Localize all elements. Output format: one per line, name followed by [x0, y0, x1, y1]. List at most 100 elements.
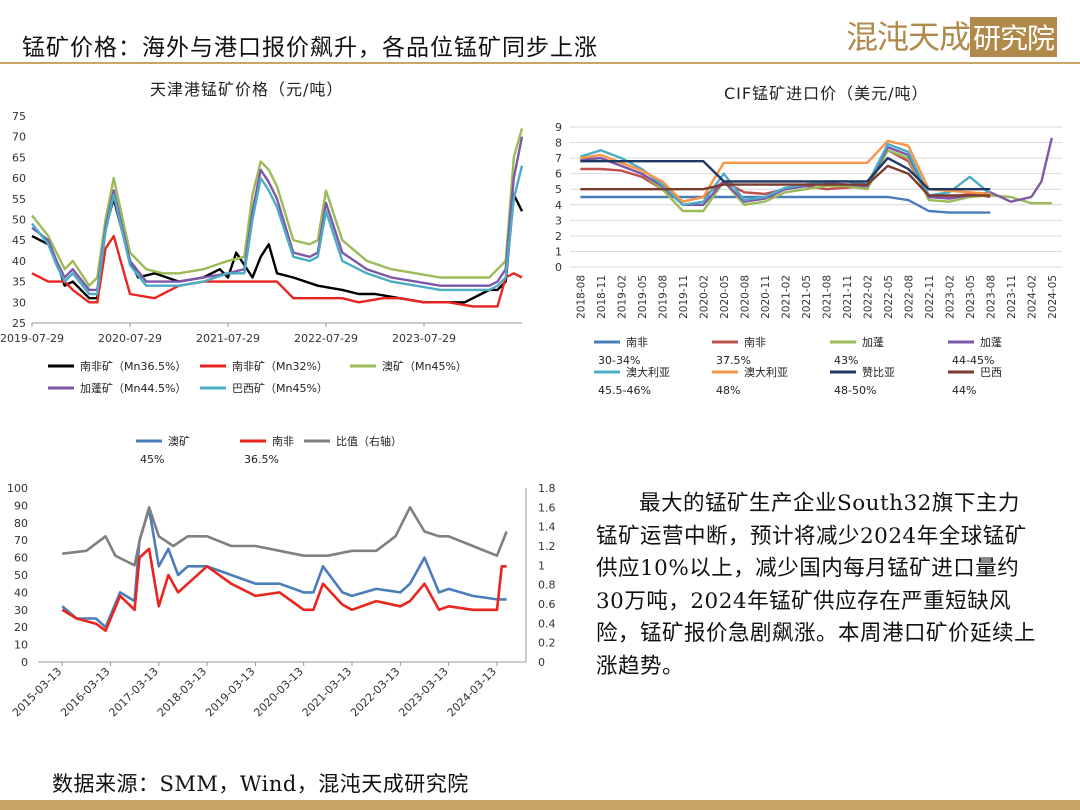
- chart1-series-line-4: [31, 165, 524, 296]
- chart3-y2-tick: 1.6: [538, 501, 556, 514]
- chart1-y-tick: 55: [12, 193, 26, 206]
- chart3-y-tick: 70: [14, 534, 28, 547]
- chart2-x-tick: 2020-02: [698, 275, 710, 319]
- chart2-x-tick: 2024-05: [1047, 275, 1059, 319]
- commentary-text: 最大的锰矿生产企业South32旗下主力锰矿运营中断，预计将减少2024年全球锰…: [596, 491, 1037, 679]
- data-source: 数据来源：SMM，Wind，混沌天成研究院: [52, 772, 469, 796]
- chart2-series-line-2: [580, 149, 1052, 213]
- chart3-y2-tick: 1.8: [538, 482, 556, 495]
- chart2-x-tick: 2023-11: [1006, 275, 1018, 319]
- chart3-y-tick: 20: [14, 621, 28, 634]
- chart1-y-tick: 45: [12, 234, 26, 247]
- chart3-x-tick: 2019-03-13: [203, 665, 257, 719]
- chart2-y-tick: 3: [555, 214, 562, 227]
- chart3-y-tick: 40: [14, 586, 28, 599]
- chart2-x-tick: 2022-05: [883, 275, 895, 319]
- chart2-x-tick: 2019-08: [657, 275, 669, 319]
- chart2-title: CIF锰矿进口价（美元/吨）: [724, 84, 929, 103]
- chart3-y-tick: 60: [14, 552, 28, 565]
- chart2-x-tick: 2020-11: [760, 275, 772, 319]
- chart2-legend-6-label: 赞比亚: [862, 366, 895, 379]
- chart2-x-tick: 2022-02: [862, 275, 874, 319]
- chart2-series-line-6: [580, 156, 991, 191]
- chart1-y-tick: 60: [12, 172, 26, 185]
- chart2-y-tick: 8: [555, 137, 562, 150]
- chart1-y-tick: 40: [12, 255, 26, 268]
- chart1-title: 天津港锰矿价格（元/吨）: [150, 80, 344, 99]
- page-title: 锰矿价格：海外与港口报价飙升，各品位锰矿同步上涨: [22, 35, 598, 61]
- chart2-legend-1-sublabel: 37.5%: [716, 354, 751, 367]
- chart3-legend-2-label: 比值（右轴）: [336, 434, 402, 448]
- chart1-y-tick: 50: [12, 214, 26, 227]
- chart2-legend-7-sublabel: 44%: [952, 384, 976, 397]
- chart1-legend-1-label: 南非矿（Mn32%）: [232, 360, 328, 373]
- chart2-legend-3-sublabel: 44-45%: [952, 354, 994, 367]
- chart3-y2-tick: 1: [538, 559, 545, 572]
- header-rule: [0, 62, 1080, 64]
- chart3-x-tick: 2018-03-13: [155, 665, 209, 719]
- chart1-x-tick: 2019-07-29: [0, 332, 64, 345]
- chart2-x-tick: 2022-08: [903, 275, 915, 319]
- chart3-y2-tick: 0.4: [538, 617, 556, 630]
- chart3-legend-1-sublabel: 36.5%: [244, 453, 279, 466]
- chart2-series-line-0: [580, 195, 991, 214]
- chart1-series-line-2: [31, 128, 524, 287]
- chart3-y-tick: 30: [14, 604, 28, 617]
- chart1-y-tick: 70: [12, 131, 26, 144]
- chart2-x-tick: 2019-05: [637, 275, 649, 319]
- chart3-y2-tick: 0.6: [538, 598, 556, 611]
- chart1-legend-0-label: 南非矿（Mn36.5%）: [80, 360, 186, 373]
- chart2-x-tick: 2018-08: [575, 275, 587, 319]
- chart2-y-tick: 6: [555, 168, 562, 181]
- chart3-series-line-0: [61, 507, 507, 629]
- chart3-legend-0-label: 澳矿: [168, 435, 190, 448]
- chart2-x-tick: 2018-11: [596, 275, 608, 319]
- chart2-x-tick: 2021-05: [801, 275, 813, 319]
- chart2-series-line-7: [580, 164, 991, 197]
- chart1-legend-4-label: 巴西矿（Mn45%）: [232, 382, 328, 395]
- chart1-y-tick: 30: [12, 296, 26, 309]
- chart2-legend-4-sublabel: 45.5-46%: [598, 384, 651, 397]
- brand-logo: 混沌天成 研究院: [846, 12, 1058, 58]
- chart3-x-tick: 2015-03-13: [10, 665, 64, 719]
- chart1-x-tick: 2022-07-29: [294, 332, 358, 345]
- chart3-y-tick: 100: [7, 482, 28, 495]
- chart2-x-tick: 2022-11: [924, 275, 936, 319]
- chart2-legend-4-label: 澳大利亚: [626, 365, 670, 379]
- chart2-legend-0-sublabel: 30-34%: [598, 354, 640, 367]
- chart3-series-line-1: [61, 547, 507, 633]
- chart3-y-tick: 90: [14, 499, 28, 512]
- chart2-legend-0-label: 南非: [626, 336, 648, 349]
- chart3-y2-tick: 0.8: [538, 579, 556, 592]
- chart2-legend-6-sublabel: 48-50%: [834, 384, 876, 397]
- chart1-y-tick: 25: [12, 317, 26, 330]
- chart3-legend-1-label: 南非: [272, 435, 294, 448]
- chart2-x-tick: 2021-11: [842, 275, 854, 319]
- chart1-legend-2-label: 澳矿（Mn45%）: [382, 360, 467, 373]
- footer-bar: [0, 800, 1080, 810]
- chart2-y-tick: 7: [555, 152, 562, 165]
- chart2-x-tick: 2023-08: [985, 275, 997, 319]
- chart2-x-tick: 2019-11: [678, 275, 690, 319]
- chart3-x-tick: 2024-03-13: [445, 665, 499, 719]
- chart2-y-tick: 1: [555, 245, 562, 258]
- chart3-y-tick: 10: [14, 639, 28, 652]
- chart1-series-line-3: [31, 136, 524, 292]
- chart2-x-tick: 2021-02: [780, 275, 792, 319]
- chart2-legend-1-label: 南非: [744, 336, 766, 349]
- chart1-x-tick: 2021-07-29: [196, 332, 260, 345]
- chart1-y-tick: 65: [12, 151, 26, 164]
- chart2-legend-3-label: 加蓬: [980, 336, 1002, 349]
- chart1-x-tick: 2023-07-29: [392, 332, 456, 345]
- chart2-y-tick: 9: [555, 121, 562, 134]
- chart3-x-tick: 2022-03-13: [348, 665, 402, 719]
- chart2-x-tick: 2021-08: [821, 275, 833, 319]
- chart3-y2-tick: 0: [538, 656, 545, 669]
- chart2-legend-5-label: 澳大利亚: [744, 365, 788, 379]
- chart3-x-tick: 2023-03-13: [396, 665, 450, 719]
- chart2-y-tick: 2: [555, 230, 562, 243]
- chart3-x-tick: 2021-03-13: [300, 665, 354, 719]
